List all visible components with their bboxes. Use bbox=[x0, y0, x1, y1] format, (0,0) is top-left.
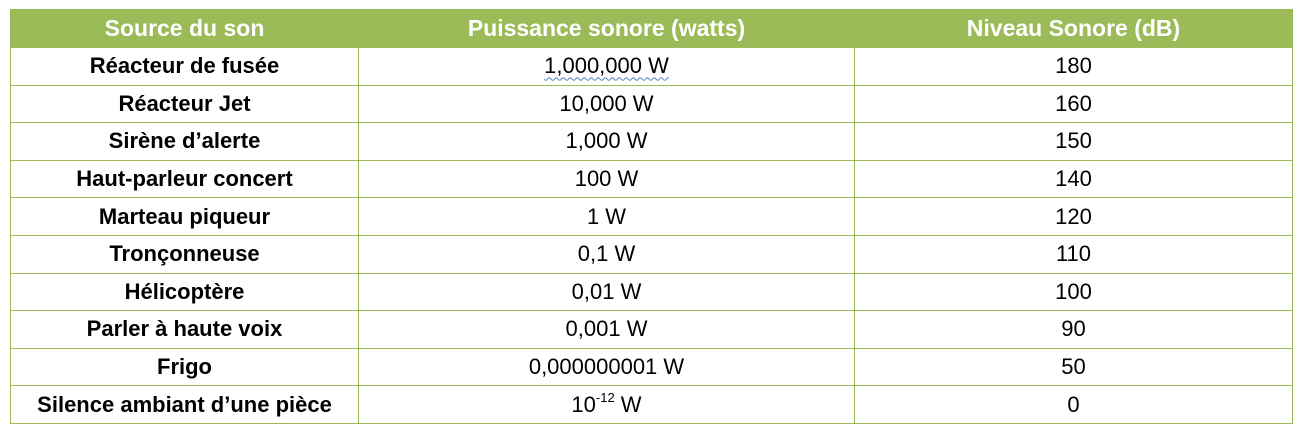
cell-power: 0,001 W bbox=[358, 310, 855, 349]
table-body: Réacteur de fusée 1,000,000 W 180 Réacte… bbox=[10, 47, 1293, 424]
cell-level: 160 bbox=[854, 84, 1293, 124]
cell-source: Hélicoptère bbox=[10, 272, 359, 312]
cell-source: Silence ambiant d’une pièce bbox=[10, 385, 359, 424]
table-row: Haut-parleur concert 100 W 140 bbox=[10, 159, 1293, 199]
table-row: Parler à haute voix 0,001 W 90 bbox=[10, 310, 1293, 349]
cell-source: Parler à haute voix bbox=[10, 310, 359, 349]
table-row: Hélicoptère 0,01 W 100 bbox=[10, 272, 1293, 312]
table-row: Silence ambiant d’une pièce 10-12 W 0 bbox=[10, 385, 1293, 424]
cell-level: 110 bbox=[854, 234, 1293, 274]
cell-level: 50 bbox=[854, 347, 1293, 387]
cell-level: 0 bbox=[854, 385, 1293, 424]
cell-power: 0,01 W bbox=[358, 272, 855, 312]
cell-power: 10,000 W bbox=[358, 84, 855, 124]
cell-source: Tronçonneuse bbox=[10, 234, 359, 274]
power-unit: W bbox=[614, 391, 642, 417]
cell-level: 140 bbox=[854, 159, 1293, 199]
cell-level: 150 bbox=[854, 122, 1293, 161]
table-row: Réacteur Jet 10,000 W 160 bbox=[10, 84, 1293, 124]
cell-power: 100 W bbox=[358, 159, 855, 199]
power-exponent: -12 bbox=[595, 389, 615, 405]
cell-source: Frigo bbox=[10, 347, 359, 387]
cell-level: 90 bbox=[854, 310, 1293, 349]
table-header: Source du son Puissance sonore (watts) N… bbox=[10, 9, 1293, 48]
cell-level: 180 bbox=[854, 47, 1293, 86]
header-source: Source du son bbox=[10, 9, 359, 48]
header-row: Source du son Puissance sonore (watts) N… bbox=[10, 9, 1293, 48]
table-row: Sirène d’alerte 1,000 W 150 bbox=[10, 122, 1293, 161]
cell-power: 10-12 W bbox=[358, 385, 855, 424]
cell-source: Sirène d’alerte bbox=[10, 122, 359, 161]
cell-power: 0,1 W bbox=[358, 234, 855, 274]
cell-power-text: 1,000,000 W bbox=[544, 53, 669, 79]
cell-power: 1,000 W bbox=[358, 122, 855, 161]
cell-source: Réacteur Jet bbox=[10, 84, 359, 124]
header-level: Niveau Sonore (dB) bbox=[854, 9, 1293, 48]
power-base: 10 bbox=[571, 391, 596, 417]
table-row: Marteau piqueur 1 W 120 bbox=[10, 197, 1293, 236]
sound-levels-table: Source du son Puissance sonore (watts) N… bbox=[10, 9, 1293, 424]
cell-power: 1,000,000 W bbox=[358, 47, 855, 86]
cell-source: Marteau piqueur bbox=[10, 197, 359, 236]
header-power: Puissance sonore (watts) bbox=[358, 9, 855, 48]
table-row: Réacteur de fusée 1,000,000 W 180 bbox=[10, 47, 1293, 86]
cell-source: Réacteur de fusée bbox=[10, 47, 359, 86]
sound-table-container: Source du son Puissance sonore (watts) N… bbox=[10, 9, 1293, 424]
cell-power: 0,000000001 W bbox=[358, 347, 855, 387]
cell-level: 120 bbox=[854, 197, 1293, 236]
table-row: Frigo 0,000000001 W 50 bbox=[10, 347, 1293, 387]
cell-level: 100 bbox=[854, 272, 1293, 312]
cell-power: 1 W bbox=[358, 197, 855, 236]
cell-source: Haut-parleur concert bbox=[10, 159, 359, 199]
table-row: Tronçonneuse 0,1 W 110 bbox=[10, 234, 1293, 274]
